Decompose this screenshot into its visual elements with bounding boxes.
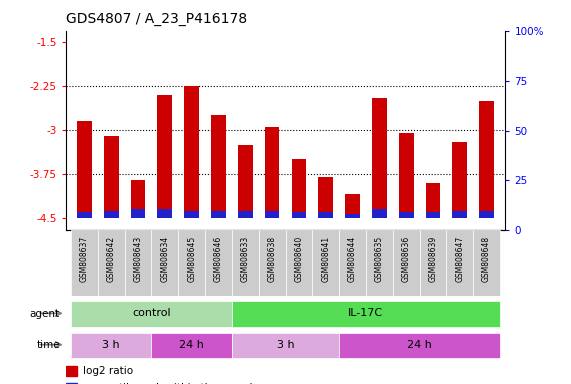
Bar [104, 210, 119, 218]
Bar [66, 366, 77, 376]
Bar [319, 212, 333, 218]
Bar [319, 177, 333, 218]
Bar [372, 98, 387, 218]
Bar [151, 230, 178, 296]
Bar [71, 333, 151, 358]
Bar [425, 182, 440, 218]
Bar [420, 230, 447, 296]
Bar [339, 230, 366, 296]
Text: GSM808647: GSM808647 [455, 236, 464, 282]
Bar [238, 144, 252, 218]
Bar [479, 210, 494, 218]
Text: GSM808648: GSM808648 [482, 236, 491, 282]
Text: GSM808638: GSM808638 [268, 236, 276, 282]
Bar [158, 209, 172, 218]
Bar [393, 230, 420, 296]
Bar [265, 127, 279, 218]
Bar [232, 333, 339, 358]
Text: 24 h: 24 h [179, 340, 204, 350]
Text: percentile rank within the sample: percentile rank within the sample [83, 383, 259, 384]
Bar [452, 210, 467, 218]
Bar [77, 121, 92, 218]
Text: IL-17C: IL-17C [348, 308, 384, 318]
Bar [71, 301, 232, 327]
Bar [259, 230, 286, 296]
Bar [184, 86, 199, 218]
Bar [232, 230, 259, 296]
Bar [345, 214, 360, 218]
Bar [211, 210, 226, 218]
Bar [366, 230, 393, 296]
Bar [131, 209, 146, 218]
Bar [71, 230, 98, 296]
Bar [124, 230, 151, 296]
Text: log2 ratio: log2 ratio [83, 366, 134, 376]
Text: 24 h: 24 h [407, 340, 432, 350]
Text: GSM808641: GSM808641 [321, 236, 330, 282]
Text: GSM808639: GSM808639 [428, 236, 437, 282]
Bar [479, 101, 494, 218]
Text: GSM808633: GSM808633 [241, 236, 250, 282]
Bar [184, 210, 199, 218]
Bar [345, 194, 360, 218]
Bar [104, 136, 119, 218]
Bar [292, 212, 306, 218]
Text: time: time [37, 340, 60, 350]
Text: GSM808645: GSM808645 [187, 236, 196, 282]
Bar [399, 212, 413, 218]
Text: GSM808634: GSM808634 [160, 236, 170, 282]
Text: GSM808635: GSM808635 [375, 236, 384, 282]
Bar [178, 230, 205, 296]
Bar [447, 230, 473, 296]
Bar [77, 212, 92, 218]
Bar [98, 230, 124, 296]
Text: GSM808636: GSM808636 [401, 236, 411, 282]
Bar [339, 333, 500, 358]
Text: 3 h: 3 h [277, 340, 294, 350]
Bar [286, 230, 312, 296]
Text: control: control [132, 308, 171, 318]
Bar [66, 383, 77, 384]
Bar [211, 115, 226, 218]
Text: GSM808640: GSM808640 [295, 236, 303, 282]
Bar [131, 180, 146, 218]
Text: GSM808644: GSM808644 [348, 236, 357, 282]
Text: GSM808643: GSM808643 [134, 236, 143, 282]
Text: 3 h: 3 h [102, 340, 120, 350]
Bar [232, 301, 500, 327]
Bar [452, 142, 467, 218]
Text: agent: agent [30, 309, 60, 319]
Bar [425, 212, 440, 218]
Text: GDS4807 / A_23_P416178: GDS4807 / A_23_P416178 [66, 12, 247, 25]
Text: GSM808646: GSM808646 [214, 236, 223, 282]
Bar [238, 210, 252, 218]
Bar [399, 133, 413, 218]
Text: GSM808642: GSM808642 [107, 236, 116, 282]
Bar [473, 230, 500, 296]
Bar [151, 333, 232, 358]
Bar [158, 95, 172, 218]
Bar [205, 230, 232, 296]
Bar [265, 210, 279, 218]
Text: GSM808637: GSM808637 [80, 236, 89, 282]
Bar [292, 159, 306, 218]
Bar [312, 230, 339, 296]
Bar [372, 209, 387, 218]
